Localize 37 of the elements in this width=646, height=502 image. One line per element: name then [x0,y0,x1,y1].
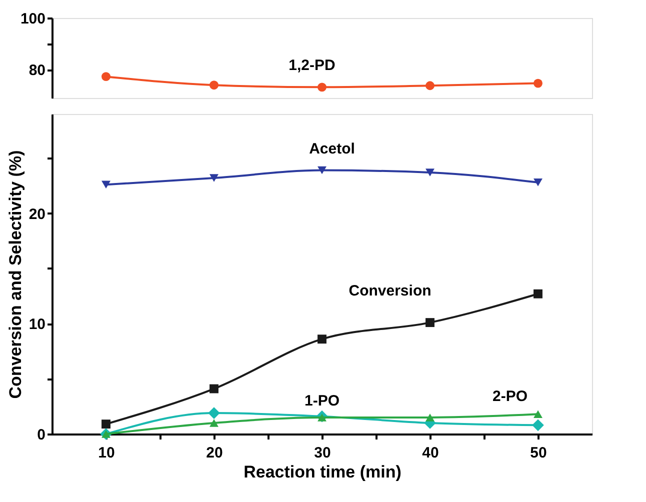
point [102,180,110,188]
point [426,81,434,90]
series-label: Acetol [309,140,355,158]
point [208,407,220,419]
y-tick-label: 80 [28,62,46,80]
point [210,419,218,427]
y-tick-label: 10 [28,316,46,334]
point [210,80,218,90]
series-label: 1-PO [304,392,340,410]
x-tick-label: 40 [422,444,439,462]
y-tick-label: 0 [37,426,46,444]
point [534,78,542,88]
y-axis-title: Conversion and Selectivity (%) [6,150,25,399]
point [426,168,434,176]
x-tick-label: 20 [206,444,223,462]
point [318,166,326,174]
point [102,72,110,82]
point [426,318,434,328]
point [534,178,542,186]
point [318,82,326,92]
x-tick-label: 10 [98,444,115,462]
y-tick-label: 20 [28,206,46,223]
series-label: 1,2-PD [288,57,336,74]
x-tick-label: 30 [314,444,331,462]
x-axis-title: Reaction time (min) [244,462,402,482]
series-label: 2-PO [492,388,528,406]
point [210,384,218,394]
point [534,410,542,418]
point [532,419,544,432]
point [318,334,326,344]
point [102,420,110,429]
point [426,414,434,422]
point [534,289,542,298]
point [210,174,218,182]
series-label: Conversion [348,282,432,300]
y-tick-label: 100 [20,10,46,28]
x-tick-label: 50 [530,444,547,462]
